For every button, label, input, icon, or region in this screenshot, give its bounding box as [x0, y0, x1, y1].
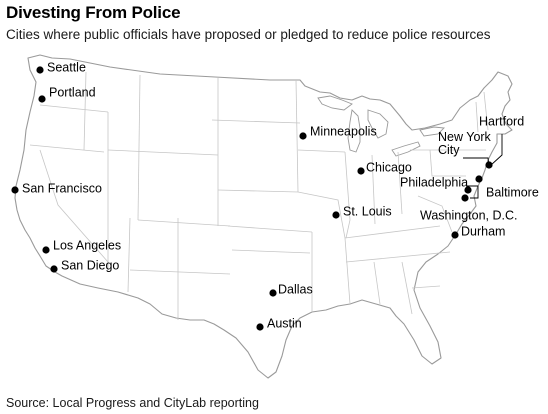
- baltimore-label: Baltimore: [486, 185, 539, 199]
- san-francisco-label: San Francisco: [22, 181, 102, 195]
- san-diego-marker: [50, 265, 58, 273]
- st-louis-marker: [332, 211, 340, 219]
- philadelphia-marker: [475, 175, 483, 183]
- hartford-label: Hartford: [479, 114, 524, 128]
- washington-dc-label: Washington, D.C.: [420, 208, 518, 222]
- lake-erie: [391, 141, 421, 157]
- baltimore-marker: [464, 186, 472, 194]
- new-york-city-label: New York City: [438, 130, 492, 157]
- state-borders: [29, 71, 489, 320]
- minneapolis-marker: [299, 132, 307, 140]
- lake-superior: [317, 95, 353, 111]
- hartford-leader: [490, 134, 503, 166]
- durham-label: Durham: [461, 224, 505, 238]
- los-angeles-marker: [42, 246, 50, 254]
- figure-source: Source: Local Progress and CityLab repor…: [6, 396, 259, 410]
- durham-marker: [451, 231, 459, 239]
- lake-ontario: [419, 126, 445, 137]
- lake-huron: [367, 109, 389, 139]
- san-diego-label: San Diego: [61, 258, 119, 272]
- minneapolis-label: Minneapolis: [310, 124, 377, 138]
- new-york-city-label-line: City: [438, 143, 460, 157]
- new-york-city-marker: [485, 161, 493, 169]
- mid-atlantic-bracket: [466, 185, 479, 199]
- st-louis-label: St. Louis: [343, 204, 392, 218]
- portland-marker: [38, 95, 46, 103]
- new-york-city-label-line: New York: [438, 130, 492, 144]
- seattle-marker: [36, 66, 44, 74]
- figure-subtitle: Cities where public officials have propo…: [6, 27, 491, 42]
- chicago-label: Chicago: [366, 160, 412, 174]
- dallas-label: Dallas: [278, 282, 313, 296]
- philadelphia-label: Philadelphia: [400, 175, 468, 189]
- figure-title: Divesting From Police: [6, 3, 181, 22]
- portland-label: Portland: [49, 85, 96, 99]
- austin-marker: [256, 323, 264, 331]
- san-francisco-marker: [11, 186, 19, 194]
- austin-label: Austin: [267, 316, 302, 330]
- lake-michigan: [347, 109, 361, 153]
- chicago-marker: [357, 167, 365, 175]
- city-markers: Seattle Portland San Francisco Los Angeles S…: [11, 60, 539, 331]
- los-angeles-label: Los Angeles: [53, 238, 121, 252]
- washington-dc-marker: [461, 194, 469, 202]
- seattle-label: Seattle: [47, 60, 86, 74]
- dallas-marker: [269, 289, 277, 297]
